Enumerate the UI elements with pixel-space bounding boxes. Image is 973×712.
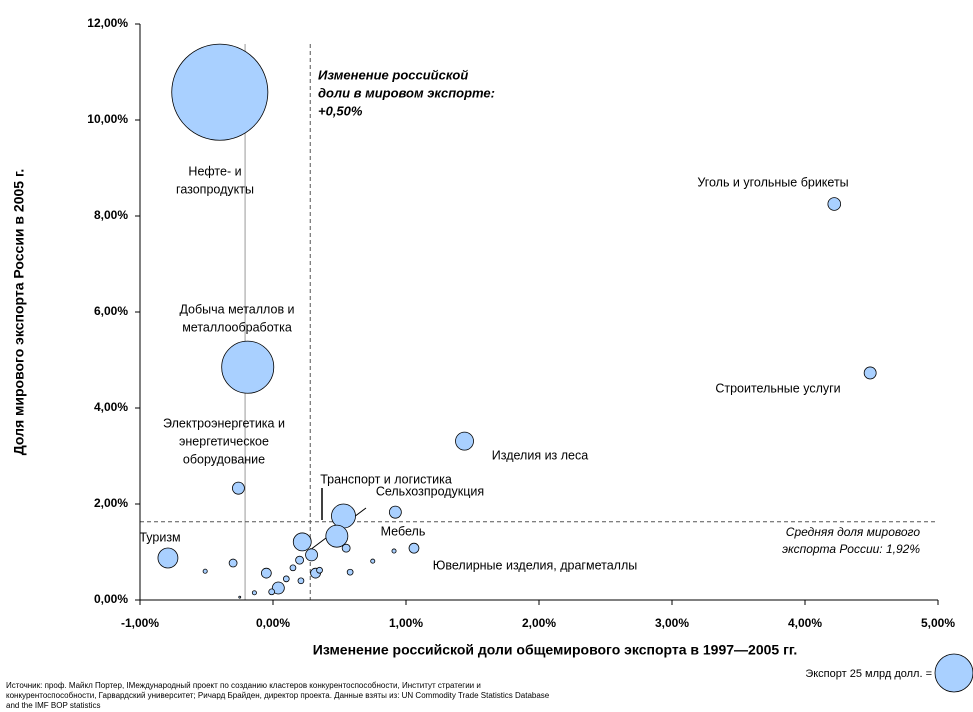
x-tick-label: -1,00% <box>121 616 159 630</box>
source-note: конкурентоспособности, Гарвардский униве… <box>6 691 550 700</box>
x-tick-label: 3,00% <box>655 616 689 630</box>
bubble-label: Ювелирные изделия, драгметаллы <box>433 558 637 572</box>
bubble-label: Изделия из леса <box>492 448 588 462</box>
annotation: Изменение российской <box>318 67 468 82</box>
y-tick-label: 12,00% <box>87 16 128 30</box>
bubble <box>171 43 269 141</box>
bubble <box>238 595 242 599</box>
y-tick-label: 6,00% <box>94 304 128 318</box>
annotation: экспорта России: 1,92% <box>782 542 920 556</box>
bubble <box>268 588 276 596</box>
bubble <box>391 548 397 554</box>
bubble <box>282 575 290 583</box>
annotation: +0,50% <box>318 103 363 118</box>
bubble <box>202 568 208 574</box>
y-tick-label: 4,00% <box>94 400 128 414</box>
bubble <box>260 567 272 579</box>
x-tick-label: 4,00% <box>788 616 822 630</box>
source-note: Источник: проф. Майкл Портер, IМеждунаро… <box>6 681 481 690</box>
bubble <box>305 548 318 562</box>
bubble <box>221 340 275 394</box>
bubble-label: Сельхозпродукция <box>376 484 484 498</box>
y-tick-label: 10,00% <box>87 112 128 126</box>
y-tick-label: 0,00% <box>94 592 128 606</box>
bubble-label: Транспорт и логистика <box>320 472 452 486</box>
bubble <box>228 558 238 568</box>
bubble-label: Нефте- и <box>188 164 241 178</box>
bubble-label: оборудование <box>183 452 265 466</box>
bubble <box>297 577 305 585</box>
y-tick-label: 2,00% <box>94 496 128 510</box>
bubble <box>370 558 376 564</box>
bubble <box>455 431 474 451</box>
bubble <box>157 547 179 569</box>
bubble <box>251 590 257 596</box>
bubble-label: Добыча металлов и <box>179 302 294 316</box>
bubble <box>346 568 354 576</box>
annotation: Средняя доля мирового <box>786 525 921 539</box>
x-tick-label: 1,00% <box>389 616 423 630</box>
bubble-label: Мебель <box>381 524 426 538</box>
legend-label: Экспорт 25 млрд долл. = <box>805 668 932 680</box>
annotation: доли в мировом экспорте: <box>318 85 495 100</box>
x-tick-label: 2,00% <box>522 616 556 630</box>
x-tick-label: 0,00% <box>256 616 290 630</box>
bubble-label: Туризм <box>139 530 180 544</box>
bubble <box>408 542 420 554</box>
bubble <box>325 524 349 548</box>
bubble <box>331 503 356 529</box>
source-note: and the IMF BOP statistics <box>6 701 101 710</box>
bubble <box>295 555 304 565</box>
bubble-label: энергетическое <box>179 434 269 448</box>
bubble <box>232 481 245 495</box>
bubble <box>316 566 323 574</box>
x-tick-label: 5,00% <box>921 616 955 630</box>
bubble-label: Электроэнергетика и <box>163 416 285 430</box>
bubble <box>388 505 402 519</box>
bubble <box>341 543 351 553</box>
bubble <box>271 581 285 595</box>
y-axis-title: Доля мирового экспорта России в 2005 г. <box>11 169 27 456</box>
y-tick-label: 8,00% <box>94 208 128 222</box>
bubble <box>827 197 842 211</box>
bubble-label: газопродукты <box>176 182 254 196</box>
bubble-label: Уголь и угольные брикеты <box>697 175 848 189</box>
bubble <box>292 532 312 552</box>
x-axis-title: Изменение российской доли общемирового э… <box>313 642 797 658</box>
bubble <box>863 366 877 380</box>
legend-bubble <box>934 653 973 693</box>
bubble <box>289 564 297 572</box>
bubble-label: металлообработка <box>182 320 292 334</box>
bubble-label: Строительные услуги <box>715 381 840 395</box>
